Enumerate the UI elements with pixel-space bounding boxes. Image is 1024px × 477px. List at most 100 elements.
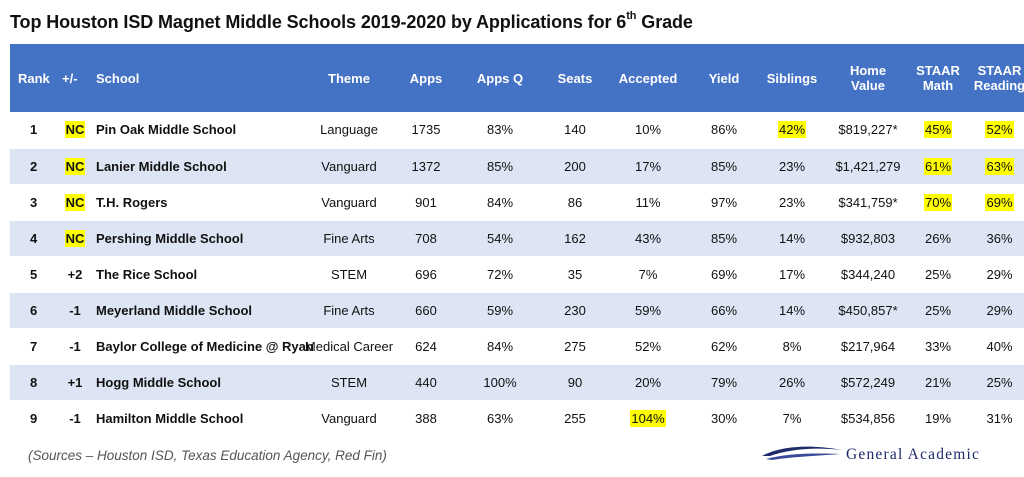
cell-value: 85%	[710, 230, 738, 246]
cell-value: 6	[30, 302, 38, 318]
cell-value: 59%	[634, 302, 662, 318]
cell-value: 83%	[486, 122, 514, 138]
cell-value: NC	[64, 157, 86, 175]
cell-apps-q: 100%	[456, 364, 544, 401]
cell-value: Medical Career	[304, 338, 394, 354]
header-staar-math: STAAR Math	[910, 44, 966, 112]
table-row: 9 -1 Hamilton Middle School Vanguard 388 63% 2…	[10, 400, 1024, 437]
cell-accepted: 10%	[606, 112, 690, 149]
cell-rank: 7	[10, 328, 62, 365]
cell-value: -1	[69, 410, 81, 426]
cell-change: NC	[62, 220, 88, 257]
cell-siblings: 7%	[758, 400, 826, 437]
cell-value: 52%	[634, 338, 662, 354]
cell-accepted: 11%	[606, 184, 690, 221]
cell-yield: 85%	[690, 220, 758, 257]
cell-staar-reading: 29%	[966, 256, 1024, 293]
cell-value: Vanguard	[321, 194, 377, 210]
cell-accepted: 59%	[606, 292, 690, 329]
cell-apps: 440	[396, 364, 456, 401]
cell-siblings: 23%	[758, 184, 826, 221]
cell-home-value: $534,856	[826, 400, 910, 437]
cell-staar-math: 19%	[910, 400, 966, 437]
cell-value: 104%	[630, 409, 666, 427]
cell-rank: 3	[10, 184, 62, 221]
header-apps: Apps	[409, 70, 443, 86]
title-superscript: th	[626, 10, 637, 22]
cell-siblings: 14%	[758, 292, 826, 329]
cell-value: 42%	[777, 121, 807, 139]
cell-staar-reading: 29%	[966, 292, 1024, 329]
cell-value: 35	[567, 266, 583, 282]
cell-value: 54%	[486, 230, 514, 246]
cell-staar-reading: 63%	[966, 148, 1024, 185]
cell-value: 8%	[782, 338, 802, 354]
header-rank: Rank	[18, 70, 50, 86]
header-theme: Theme	[328, 70, 370, 86]
cell-value: 84%	[486, 194, 514, 210]
cell-rank: 5	[10, 256, 62, 293]
cell-value: 10%	[634, 122, 662, 138]
table-row: 5 +2 The Rice School STEM 696 72% 35 7% 69% 17% $3…	[10, 256, 1024, 293]
cell-value: 23%	[778, 194, 806, 210]
cell-value: 25%	[924, 302, 952, 318]
cell-apps: 708	[396, 220, 456, 257]
cell-school: Hamilton Middle School	[88, 400, 302, 437]
cell-apps-q: 84%	[456, 328, 544, 365]
cell-home-value: $1,421,279	[826, 148, 910, 185]
header-row: Rank +/- School Theme Apps Apps Q Seats …	[10, 44, 1024, 112]
cell-siblings: 26%	[758, 364, 826, 401]
header-home-value: Home Value	[826, 44, 910, 112]
cell-apps-q: 63%	[456, 400, 544, 437]
cell-value: 901	[415, 194, 437, 210]
cell-accepted: 43%	[606, 220, 690, 257]
cell-school: Pershing Middle School	[88, 220, 302, 257]
cell-value: 8	[30, 374, 38, 390]
cell-siblings: 8%	[758, 328, 826, 365]
cell-school: Meyerland Middle School	[88, 292, 302, 329]
cell-value: NC	[64, 229, 86, 247]
cell-value: 36%	[986, 230, 1013, 246]
cell-siblings: 23%	[758, 148, 826, 185]
cell-seats: 140	[544, 112, 606, 149]
cell-home-value: $344,240	[826, 256, 910, 293]
cell-apps: 624	[396, 328, 456, 365]
cell-staar-math: 45%	[910, 112, 966, 149]
cell-value: 25%	[986, 374, 1013, 390]
cell-value: 19%	[924, 410, 952, 426]
cell-seats: 162	[544, 220, 606, 257]
cell-value: 69%	[985, 193, 1014, 211]
cell-apps-q: 84%	[456, 184, 544, 221]
cell-value: $341,759*	[838, 194, 898, 210]
cell-apps-q: 59%	[456, 292, 544, 329]
header-staar-reading-line2: Reading	[973, 78, 1024, 93]
cell-siblings: 42%	[758, 112, 826, 149]
cell-value: Hogg Middle School	[96, 374, 221, 390]
cell-value: 20%	[634, 374, 662, 390]
page-title: Top Houston ISD Magnet Middle Schools 20…	[10, 10, 693, 33]
cell-value: Fine Arts	[323, 302, 375, 318]
cell-apps: 696	[396, 256, 456, 293]
cell-value: 70%	[923, 193, 953, 211]
header-siblings: Siblings	[766, 70, 818, 86]
cell-theme: Language	[302, 112, 396, 149]
sources-note: (Sources – Houston ISD, Texas Education …	[28, 448, 387, 463]
cell-value: 388	[415, 410, 437, 426]
cell-staar-math: 70%	[910, 184, 966, 221]
cell-change: NC	[62, 148, 88, 185]
cell-value: 63%	[985, 157, 1014, 175]
cell-apps-q: 83%	[456, 112, 544, 149]
cell-seats: 86	[544, 184, 606, 221]
cell-rank: 9	[10, 400, 62, 437]
cell-value: 14%	[778, 230, 806, 246]
cell-staar-reading: 36%	[966, 220, 1024, 257]
cell-value: $932,803	[840, 230, 896, 246]
cell-theme: STEM	[302, 256, 396, 293]
cell-value: 26%	[778, 374, 806, 390]
cell-value: 2	[30, 158, 38, 174]
cell-value: 4	[30, 230, 38, 246]
cell-value: 29%	[986, 302, 1013, 318]
cell-value: 1372	[411, 158, 441, 174]
cell-staar-reading: 40%	[966, 328, 1024, 365]
cell-value: Pin Oak Middle School	[96, 122, 237, 138]
